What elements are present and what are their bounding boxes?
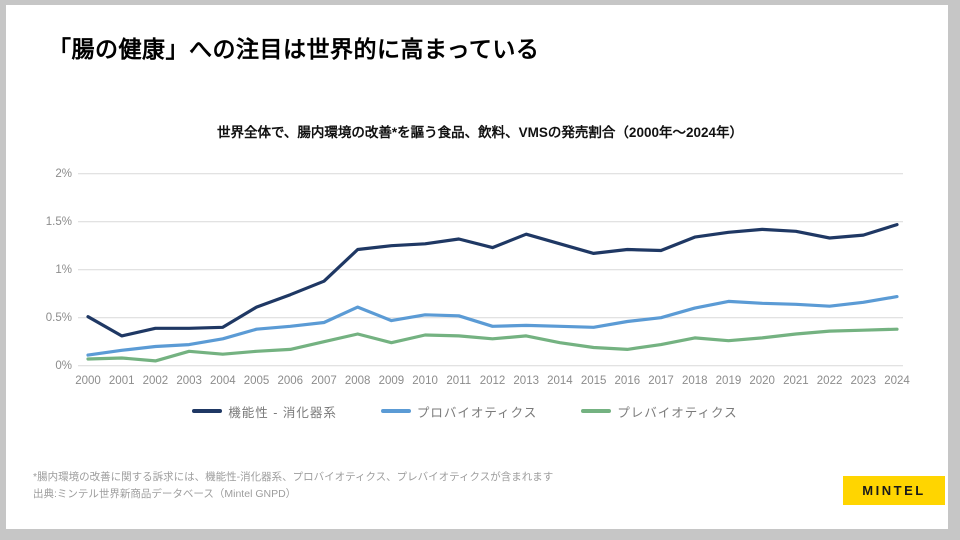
x-tick-label: 2006 (277, 375, 304, 387)
series-line (86, 223, 899, 338)
x-tick-label: 2010 (412, 375, 438, 387)
legend-label: 機能性 - 消化器系 (228, 405, 337, 420)
x-tick-label: 2003 (176, 375, 202, 387)
x-tick-label: 2015 (580, 375, 607, 387)
legend-label: プレバイオティクス (617, 405, 738, 420)
x-tick-label: 2005 (243, 375, 270, 387)
x-tick-label: 2014 (547, 375, 573, 387)
series-line (86, 295, 899, 357)
slide: 「腸の健康」への注目は世界的に高まっている 世界全体で、腸内環境の改善*を謳う食… (6, 5, 948, 529)
y-tick-label: 1% (55, 263, 72, 276)
x-tick-label: 2001 (108, 375, 135, 387)
x-tick-label: 2022 (816, 375, 843, 387)
x-tick-label: 2000 (75, 375, 101, 387)
mintel-logo: MINTEL (843, 476, 945, 505)
x-tick-label: 2016 (614, 375, 641, 387)
legend-item: プレバイオティクス (581, 402, 737, 421)
footnote-source: 出典:ミンテル世界新商品データベース（Mintel GNPD） (33, 487, 297, 500)
y-tick-label: 0% (55, 359, 72, 372)
x-tick-label: 2012 (479, 375, 506, 387)
legend-item: プロバイオティクス (380, 402, 538, 421)
legend-label: プロバイオティクス (416, 405, 538, 420)
y-tick-label: 2% (55, 167, 72, 180)
x-tick-label: 2002 (142, 375, 169, 387)
chart-title: 世界全体で、腸内環境の改善*を謳う食品、飲料、VMSの発売割合（2000年〜20… (216, 125, 744, 140)
x-tick-label: 2020 (749, 375, 775, 387)
y-tick-label: 1.5% (45, 215, 72, 228)
x-tick-label: 2024 (884, 375, 910, 387)
legend-item: 機能性 - 消化器系 (192, 402, 337, 421)
legend-swatch-icon (192, 409, 223, 413)
x-tick-label: 2009 (378, 375, 405, 387)
x-tick-label: 2019 (715, 375, 742, 387)
x-tick-label: 2004 (210, 375, 236, 387)
page-title: 「腸の健康」への注目は世界的に高まっている (48, 36, 540, 62)
series-line (86, 327, 899, 363)
x-tick-label: 2023 (850, 375, 877, 387)
legend-swatch-icon (581, 409, 612, 413)
footnote: *腸内環境の改善に関する訴求には、機能性-消化器系、プロバイオティクス、プレバイ… (33, 469, 733, 502)
x-tick-label: 2017 (648, 375, 674, 387)
x-tick-label: 2007 (311, 375, 337, 387)
legend-swatch-icon (380, 409, 411, 413)
x-tick-label: 2021 (783, 375, 809, 387)
x-tick-label: 2013 (513, 375, 539, 387)
x-tick-label: 2018 (681, 375, 708, 387)
y-tick-label: 0.5% (45, 311, 72, 324)
chart-legend: 機能性 - 消化器系 プロバイオティクス プレバイオティクス (0, 402, 930, 421)
x-tick-label: 2008 (344, 375, 371, 387)
x-tick-label: 2011 (446, 375, 472, 387)
footnote-claims: *腸内環境の改善に関する訴求には、機能性-消化器系、プロバイオティクス、プレバイ… (33, 471, 554, 483)
